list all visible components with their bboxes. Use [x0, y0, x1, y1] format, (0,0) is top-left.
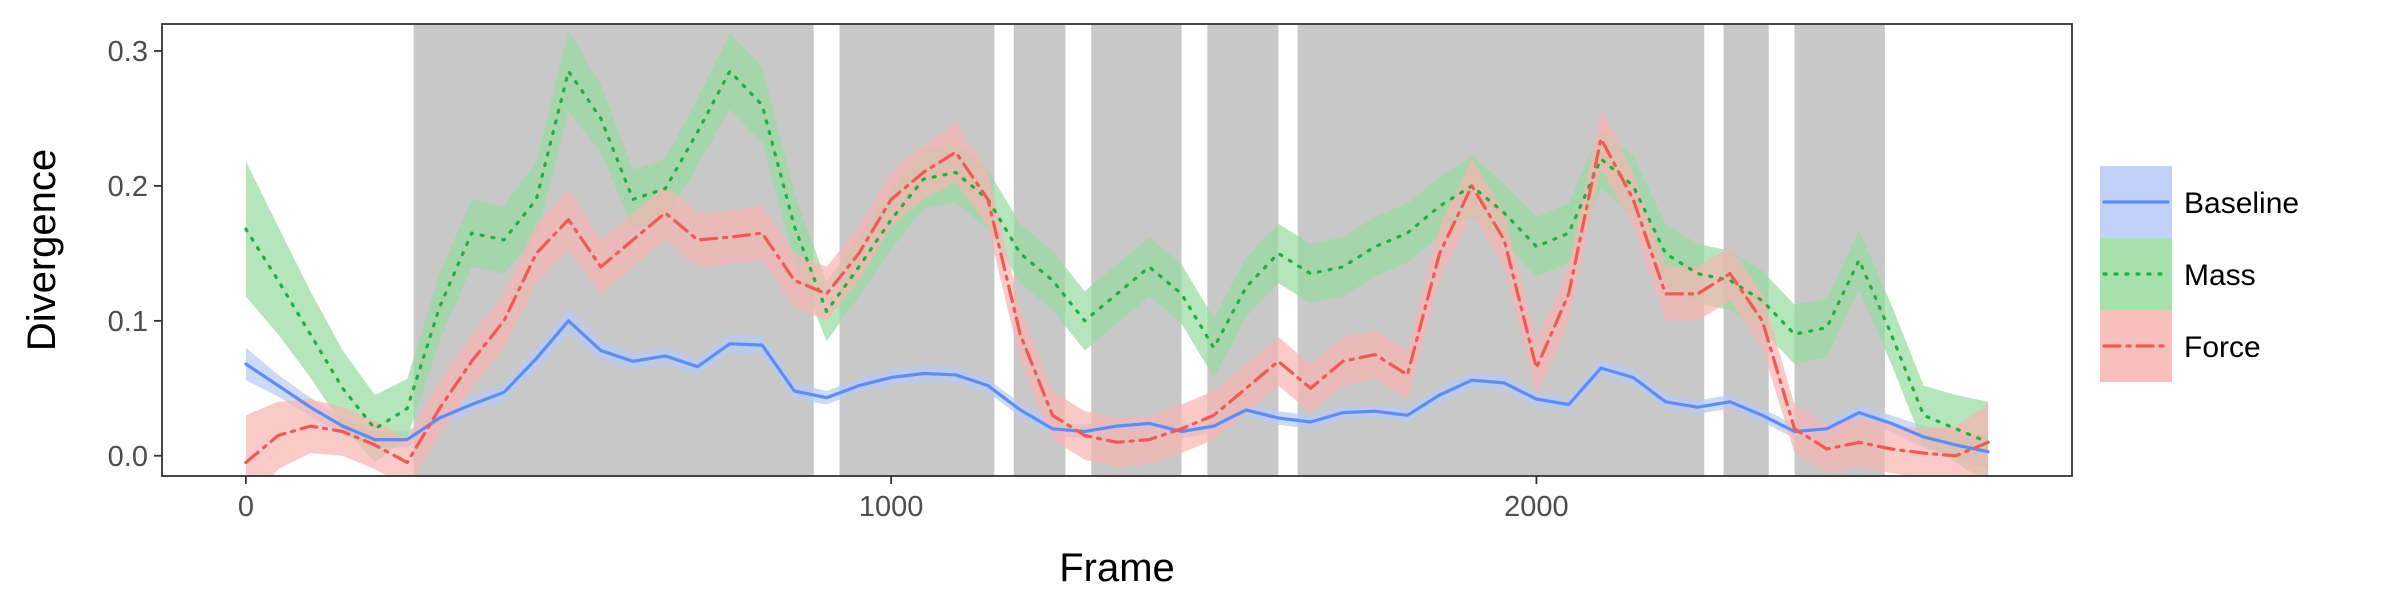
- y-tick-label: 0.0: [108, 441, 148, 473]
- band-force: [245, 109, 1989, 476]
- series-lines: [244, 69, 1990, 465]
- y-axis-ticks: 0.0 0.1 0.2 0.3: [108, 36, 162, 473]
- shaded-interval: [1794, 24, 1885, 476]
- x-axis-ticks: 0 1000 2000: [238, 476, 1569, 523]
- legend: Baseline Mass Force: [2100, 166, 2299, 382]
- x-tick-label: 0: [238, 491, 254, 523]
- legend-label-baseline: Baseline: [2184, 187, 2299, 220]
- y-tick-label: 0.2: [108, 171, 148, 203]
- band-baseline: [245, 308, 1989, 468]
- y-tick-label: 0.1: [108, 306, 148, 338]
- legend-label-mass: Mass: [2184, 259, 2256, 292]
- line-force: [244, 137, 1990, 465]
- plot-frame: [161, 23, 2073, 477]
- line-mass: [244, 69, 1990, 444]
- line-baseline: [244, 319, 1990, 454]
- legend-label-force: Force: [2184, 331, 2261, 364]
- band-mass: [245, 30, 1989, 476]
- confidence-bands: [245, 30, 1989, 476]
- x-tick-label: 1000: [859, 491, 924, 523]
- y-axis-title: Divergence: [20, 149, 64, 351]
- x-tick-label: 2000: [1504, 491, 1569, 523]
- x-axis-title: Frame: [1059, 546, 1175, 590]
- y-tick-label: 0.3: [108, 36, 148, 68]
